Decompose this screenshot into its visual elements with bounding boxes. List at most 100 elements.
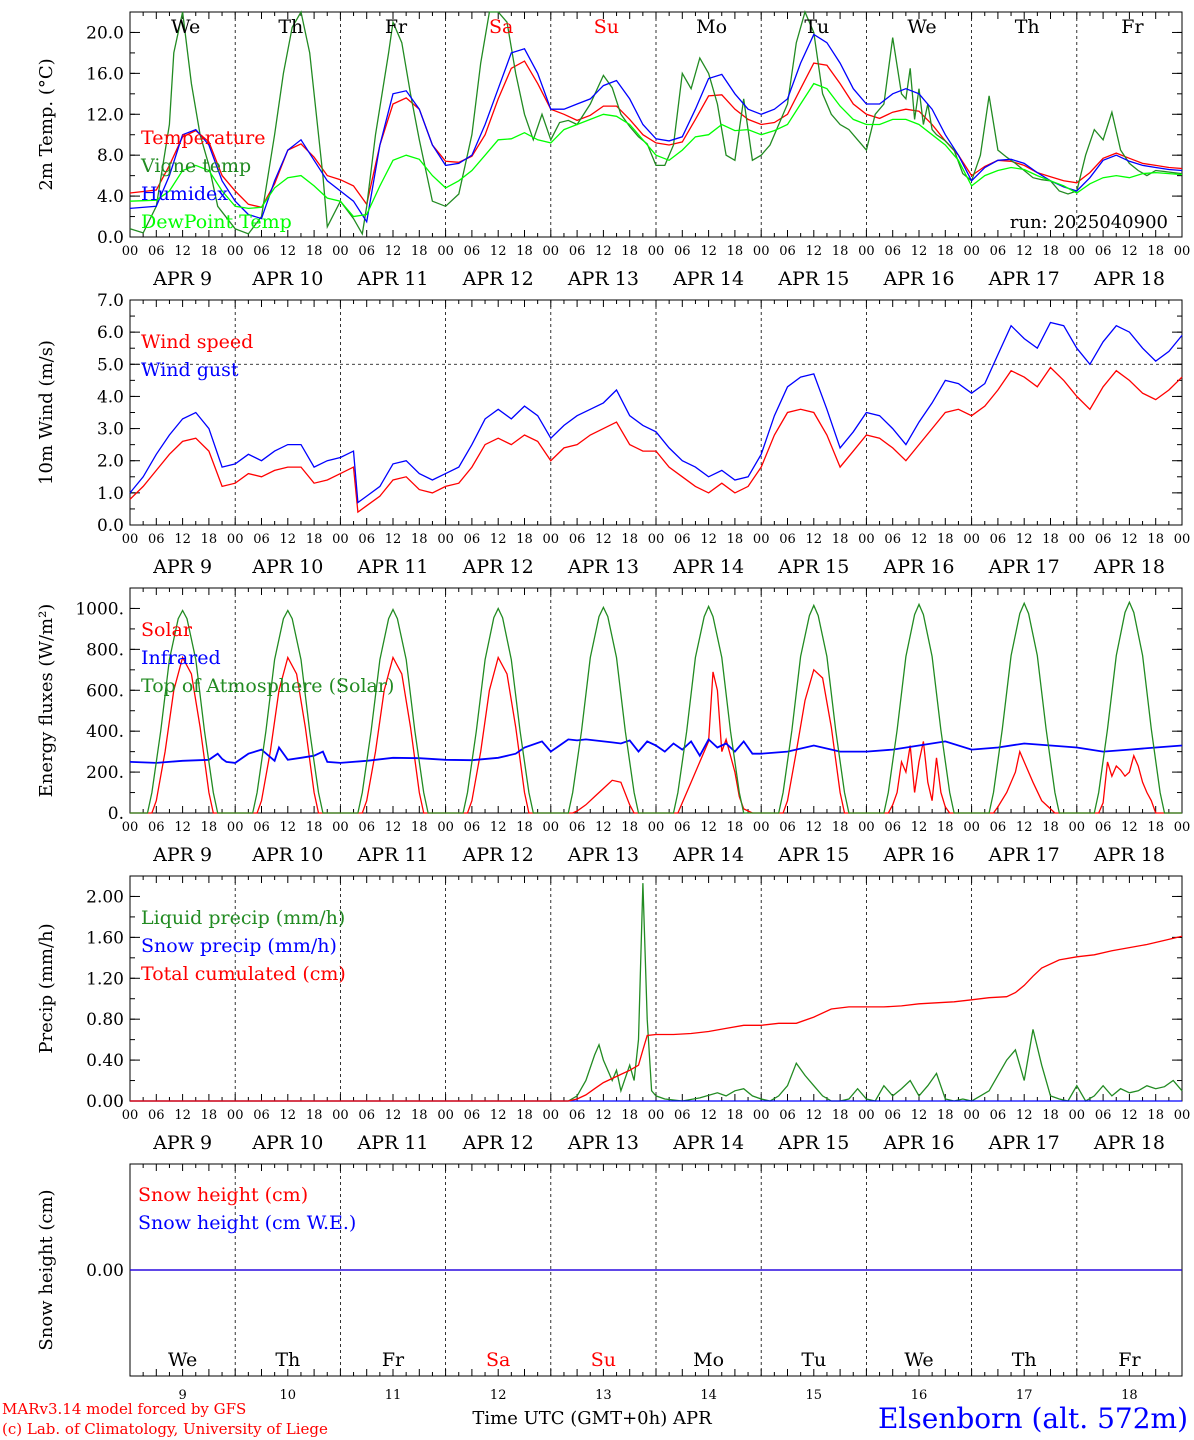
- day-number: 15: [806, 1388, 823, 1403]
- hour-tick-label: 00: [753, 820, 770, 835]
- date-label: APR 13: [567, 268, 639, 290]
- hour-tick-label: 06: [674, 244, 691, 259]
- hour-tick-label: 00: [753, 244, 770, 259]
- hour-tick-label: 12: [385, 532, 402, 547]
- date-label: APR 12: [462, 556, 534, 578]
- hour-tick-label: 12: [1121, 1108, 1138, 1123]
- day-name-bottom: We: [168, 1349, 197, 1371]
- y-tick-label: 1000.: [75, 599, 124, 619]
- y-tick-label: 1.20: [86, 969, 124, 989]
- hour-tick-label: 00: [963, 820, 980, 835]
- hour-tick-label: 00: [648, 1108, 665, 1123]
- day-numbers: 9 10 11 12 13 14 15 16 17 18: [178, 1388, 1137, 1403]
- hour-tick-label: 06: [253, 1108, 270, 1123]
- hour-tick-label: 06: [358, 1108, 375, 1123]
- hour-tick-label: 06: [779, 820, 796, 835]
- legend-entry: DewPoint Temp: [141, 211, 292, 233]
- hour-tick-label: 12: [595, 1108, 612, 1123]
- y-tick-label: 5.0: [97, 355, 124, 375]
- station-label: Elsenborn (alt. 572m): [878, 1402, 1188, 1435]
- date-label: APR 11: [356, 1132, 428, 1154]
- day-name-top: Th: [278, 16, 303, 38]
- hour-tick-label: 06: [569, 820, 586, 835]
- date-label: APR 14: [672, 1132, 744, 1154]
- series-line-1-2: [129, 10, 1183, 236]
- hour-tick-label: 06: [1095, 820, 1112, 835]
- hour-tick-label: 12: [490, 1108, 507, 1123]
- hour-tick-label: 00: [858, 532, 875, 547]
- legend-entry: Wind speed: [141, 331, 253, 353]
- hour-tick-label: 06: [569, 244, 586, 259]
- hour-tick-label: 18: [516, 244, 533, 259]
- hour-tick-label: 00: [858, 1108, 875, 1123]
- hour-tick-label: 12: [280, 532, 297, 547]
- hour-tick-label: 06: [464, 532, 481, 547]
- hour-tick-label: 18: [201, 1108, 218, 1123]
- hour-tick-label: 00: [437, 244, 454, 259]
- hour-tick-label: 00: [227, 820, 244, 835]
- day-number: 18: [1121, 1388, 1138, 1403]
- day-name-top: Tu: [804, 16, 829, 38]
- day-name-bottom: Su: [591, 1349, 616, 1371]
- hour-tick-label: 00: [332, 532, 349, 547]
- panel-1: 0.0 4.0 8.0 12.0 16.0 20.0 2m Temp. (°C) Temper…: [36, 10, 1191, 290]
- hour-tick-label: 18: [621, 244, 638, 259]
- date-label: APR 17: [988, 844, 1060, 866]
- hour-tick-label: 06: [148, 820, 165, 835]
- series-line-2-1: [129, 366, 1183, 514]
- hour-tick-label: 12: [595, 532, 612, 547]
- date-label: APR 12: [462, 1132, 534, 1154]
- hour-tick-label: 06: [674, 532, 691, 547]
- hour-tick-label: 12: [911, 820, 928, 835]
- hour-tick-label: 00: [1069, 820, 1086, 835]
- y-tick-label: 400.: [86, 722, 124, 742]
- series-line-4-3: [130, 935, 1183, 1102]
- day-name-bottom: Fr: [1118, 1349, 1141, 1371]
- footer-credit-label: (c) Lab. of Climatology, University of L…: [2, 1420, 328, 1438]
- hour-tick-label: 06: [990, 1108, 1007, 1123]
- hour-tick-label: 18: [937, 820, 954, 835]
- hour-tick-label: 12: [280, 820, 297, 835]
- hour-tick-label: 12: [1121, 820, 1138, 835]
- hour-tick-label: 00: [753, 1108, 770, 1123]
- y-tick-label: 12.0: [86, 105, 124, 125]
- hour-tick-label: 12: [700, 532, 717, 547]
- hour-tick-label: 00: [437, 1108, 454, 1123]
- y-tick-label: 3.0: [97, 420, 124, 440]
- hour-tick-label: 06: [253, 532, 270, 547]
- hour-tick-label: 12: [595, 244, 612, 259]
- hour-tick-label: 18: [727, 820, 744, 835]
- hour-tick-label: 06: [253, 820, 270, 835]
- y-tick-label: 0.80: [86, 1010, 124, 1030]
- hour-tick-label: 00: [1174, 820, 1191, 835]
- day-name-top: We: [171, 16, 200, 38]
- y-tick-label: 0.: [108, 804, 124, 824]
- date-label: APR 15: [777, 844, 849, 866]
- hour-tick-label: 12: [385, 820, 402, 835]
- day-name-top: Su: [594, 16, 619, 38]
- date-label: APR 18: [1093, 1132, 1165, 1154]
- date-label: APR 10: [251, 844, 323, 866]
- hour-tick-label: 18: [411, 820, 428, 835]
- hour-tick-label: 00: [122, 1108, 139, 1123]
- day-number: 16: [911, 1388, 928, 1403]
- date-label: APR 14: [672, 844, 744, 866]
- hour-tick-label: 18: [832, 532, 849, 547]
- series-line-2-2: [129, 321, 1183, 504]
- day-names-bottom: We Th Fr Sa Su Mo Tu We Th Fr: [168, 1349, 1141, 1371]
- hour-tick-label: 18: [411, 532, 428, 547]
- hour-tick-label: 18: [306, 532, 323, 547]
- hour-tick-label: 18: [201, 244, 218, 259]
- legend-entry: Wind gust: [141, 359, 239, 381]
- hour-tick-label: 00: [437, 532, 454, 547]
- hour-tick-label: 06: [990, 244, 1007, 259]
- legend-entry: Snow height (cm): [138, 1184, 308, 1206]
- plot-frame: [129, 299, 1183, 526]
- date-label: APR 10: [251, 1132, 323, 1154]
- hour-tick-label: 06: [674, 1108, 691, 1123]
- panel-2: 0.0 1.0 2.0 3.0 4.0 5.0 6.0 7.0 10m Wind (m/s) Wi…: [36, 291, 1190, 578]
- date-label: APR 9: [152, 844, 212, 866]
- day-name-top: Fr: [1121, 16, 1144, 38]
- hour-tick-label: 00: [1174, 244, 1191, 259]
